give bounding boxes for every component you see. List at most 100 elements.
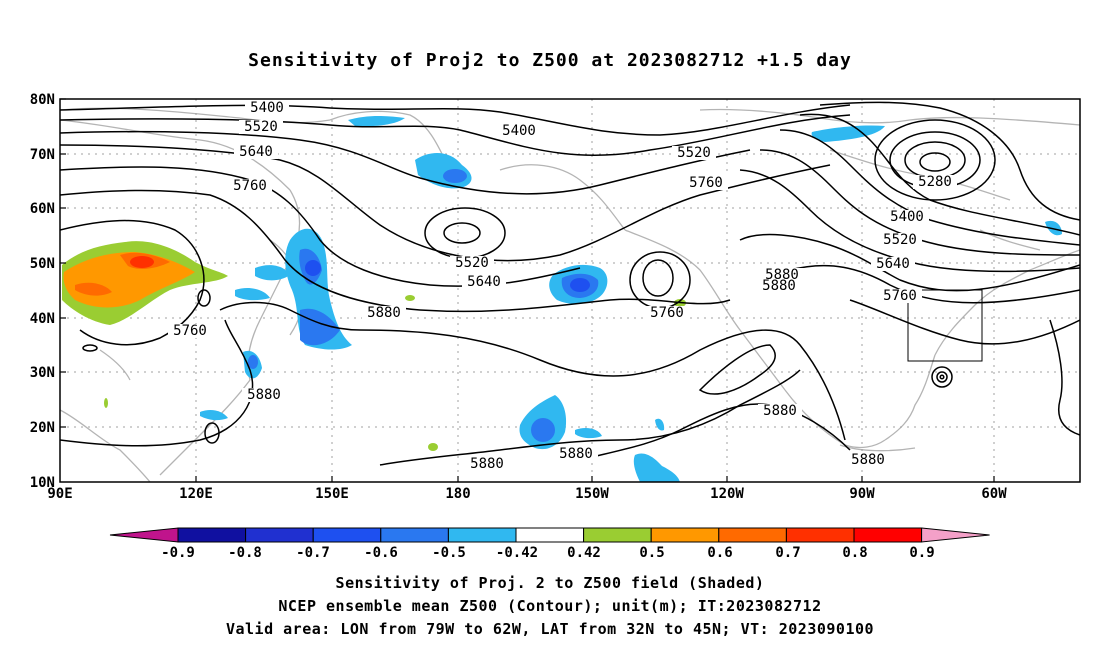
shade-negative-japan-west bbox=[255, 265, 290, 281]
colorbar-tick-label: -0.8 bbox=[228, 545, 262, 561]
svg-text:5520: 5520 bbox=[244, 119, 278, 135]
shade-negative-atlantic bbox=[1045, 220, 1062, 236]
svg-text:5640: 5640 bbox=[239, 144, 273, 160]
lat-label: 70N bbox=[30, 147, 55, 163]
colorbar-tick-label: -0.42 bbox=[496, 545, 538, 561]
colorbar-segment bbox=[583, 527, 652, 543]
caption-line-2: NCEP ensemble mean Z500 (Contour); unit(… bbox=[278, 597, 822, 615]
contour-label: 5760 bbox=[168, 323, 212, 339]
colorbar-tick-label: 0.5 bbox=[639, 545, 664, 561]
colorbar-tick-label: 0.42 bbox=[567, 545, 601, 561]
lon-label: 150E bbox=[315, 486, 349, 502]
contour-label: 5400 bbox=[885, 209, 929, 225]
lat-label: 50N bbox=[30, 256, 55, 272]
contour-label: 5760 bbox=[645, 305, 689, 321]
lat-axis: 80N 70N 60N 50N 40N 30N 20N 10N bbox=[30, 92, 55, 491]
shade-negative-subtrop-core bbox=[531, 418, 555, 442]
lon-label: 150W bbox=[575, 486, 609, 502]
colorbar-tick-label: -0.5 bbox=[432, 545, 466, 561]
shade-negative-dot bbox=[655, 418, 665, 431]
shade-positive-asia-peak bbox=[130, 256, 154, 268]
svg-text:5760: 5760 bbox=[650, 305, 684, 321]
lat-label: 10N bbox=[30, 475, 55, 491]
lat-label: 20N bbox=[30, 420, 55, 436]
contour-label: 5760 bbox=[228, 178, 272, 194]
contour-label: 5760 bbox=[878, 288, 922, 304]
contour-label: 5280 bbox=[913, 174, 957, 190]
shade-negative-canada bbox=[811, 125, 885, 142]
svg-text:5880: 5880 bbox=[559, 446, 593, 462]
shade-negative-korea bbox=[235, 287, 270, 301]
sensitivity-shading bbox=[62, 115, 1062, 482]
shade-negative-taiwan-core bbox=[248, 355, 258, 369]
contour-label: 5880 bbox=[758, 403, 802, 419]
lat-label: 40N bbox=[30, 311, 55, 327]
contour-label: 5880 bbox=[362, 305, 406, 321]
shade-negative-subtrop-east bbox=[575, 428, 602, 439]
svg-text:5520: 5520 bbox=[677, 145, 711, 161]
lon-label: 120E bbox=[179, 486, 213, 502]
contour-label: 5520 bbox=[450, 255, 494, 271]
colorbar-segment bbox=[515, 527, 585, 543]
svg-text:5520: 5520 bbox=[455, 255, 489, 271]
lon-axis: 90E 120E 150E 180 150W 120W 90W 60W bbox=[47, 486, 1007, 502]
contour-labels: 5400 5520 5640 5760 5400 5520 5760 5280 … bbox=[168, 100, 957, 472]
contour-label: 5880 bbox=[757, 278, 801, 294]
svg-text:5400: 5400 bbox=[890, 209, 924, 225]
svg-text:5640: 5640 bbox=[876, 256, 910, 272]
contour-label: 5520 bbox=[672, 145, 716, 161]
lon-label: 90E bbox=[47, 486, 72, 502]
colorbar-tick-label: -0.9 bbox=[161, 545, 195, 561]
contour-label: 5880 bbox=[846, 452, 890, 468]
axis-ticks bbox=[60, 98, 995, 482]
colorbar-tick-label: 0.8 bbox=[842, 545, 867, 561]
colorbar-tick-label: 0.7 bbox=[775, 545, 800, 561]
colorbar bbox=[109, 527, 990, 543]
lat-label: 60N bbox=[30, 201, 55, 217]
svg-text:5640: 5640 bbox=[467, 274, 501, 290]
lat-label: 30N bbox=[30, 365, 55, 381]
contour-label: 5640 bbox=[871, 256, 915, 272]
map-frame bbox=[59, 98, 1081, 483]
shade-negative-tropics bbox=[633, 453, 680, 482]
lon-label: 60W bbox=[981, 486, 1007, 502]
colorbar-segment bbox=[718, 527, 787, 543]
svg-text:5400: 5400 bbox=[250, 100, 284, 116]
colorbar-tick-label: 0.9 bbox=[909, 545, 934, 561]
colorbar-segment bbox=[177, 527, 247, 543]
shade-negative-japan-core bbox=[305, 260, 321, 276]
lon-label: 180 bbox=[445, 486, 470, 502]
svg-text:5880: 5880 bbox=[247, 387, 281, 403]
valid-area-box bbox=[907, 289, 983, 362]
colorbar-tick-label: -0.6 bbox=[364, 545, 398, 561]
lat-label: 80N bbox=[30, 92, 55, 108]
caption-line-3: Valid area: LON from 79W to 62W, LAT fro… bbox=[225, 620, 875, 638]
colorbar-segment bbox=[447, 527, 517, 543]
shade-positive-tropics bbox=[428, 443, 438, 451]
shade-positive-dot bbox=[104, 398, 108, 408]
caption-line-1: Sensitivity of Proj. 2 to Z500 field (Sh… bbox=[335, 574, 765, 592]
colorbar-tick-label: 0.6 bbox=[707, 545, 732, 561]
shade-negative-arctic bbox=[348, 115, 405, 127]
shade-positive-asia-core2 bbox=[75, 282, 112, 296]
shade-negative-pacific-west bbox=[300, 308, 340, 346]
svg-text:5760: 5760 bbox=[883, 288, 917, 304]
contour-label: 5640 bbox=[234, 144, 278, 160]
shade-positive-small bbox=[405, 295, 415, 301]
contour-label: 5400 bbox=[497, 123, 541, 139]
contour-label: 5880 bbox=[242, 387, 286, 403]
svg-text:5400: 5400 bbox=[502, 123, 536, 139]
shade-negative-philippines bbox=[200, 410, 228, 421]
colorbar-segment bbox=[650, 527, 720, 543]
svg-text:5760: 5760 bbox=[233, 178, 267, 194]
colorbar-segment bbox=[785, 527, 855, 543]
colorbar-under-triangle bbox=[109, 527, 179, 543]
shade-negative-npac-core bbox=[570, 278, 590, 292]
svg-text:5280: 5280 bbox=[918, 174, 952, 190]
svg-text:5880: 5880 bbox=[367, 305, 401, 321]
chart-title: Sensitivity of Proj2 to Z500 at 20230827… bbox=[248, 50, 852, 71]
svg-text:5760: 5760 bbox=[689, 175, 723, 191]
contour-label: 5760 bbox=[684, 175, 728, 191]
colorbar-segment bbox=[380, 527, 449, 543]
